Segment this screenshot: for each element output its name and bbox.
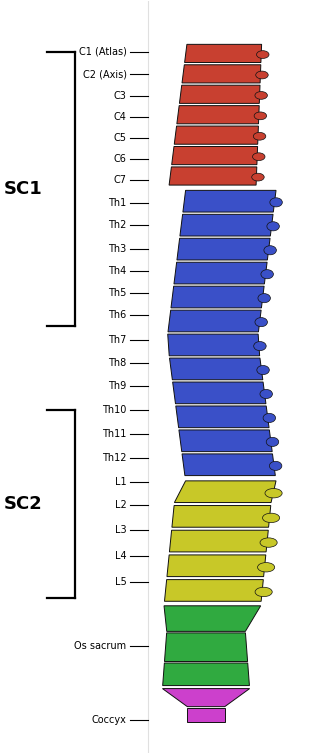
Text: SC2: SC2	[4, 495, 43, 513]
Text: Os sacrum: Os sacrum	[74, 642, 127, 651]
Polygon shape	[179, 430, 272, 452]
Ellipse shape	[263, 513, 280, 523]
Ellipse shape	[258, 293, 271, 302]
Ellipse shape	[253, 153, 265, 161]
Text: Th2: Th2	[108, 220, 127, 230]
Text: Th10: Th10	[102, 405, 127, 415]
Ellipse shape	[254, 112, 267, 120]
Ellipse shape	[260, 538, 277, 547]
Ellipse shape	[269, 461, 282, 470]
Text: Coccyx: Coccyx	[92, 716, 127, 725]
Text: L3: L3	[115, 525, 127, 535]
Text: C7: C7	[114, 175, 127, 185]
Text: Th5: Th5	[108, 288, 127, 298]
Polygon shape	[165, 580, 263, 601]
Text: Th11: Th11	[102, 429, 127, 439]
Polygon shape	[162, 688, 250, 706]
Ellipse shape	[264, 246, 276, 255]
Text: Th9: Th9	[108, 381, 127, 391]
Polygon shape	[169, 530, 268, 552]
Polygon shape	[174, 262, 267, 284]
Polygon shape	[180, 214, 273, 236]
Ellipse shape	[254, 342, 266, 351]
Text: C2 (Axis): C2 (Axis)	[83, 69, 127, 79]
Polygon shape	[172, 505, 271, 527]
Polygon shape	[182, 65, 261, 83]
Text: L5: L5	[115, 578, 127, 587]
Text: C3: C3	[114, 90, 127, 100]
Ellipse shape	[257, 562, 275, 572]
Ellipse shape	[253, 133, 266, 140]
Polygon shape	[177, 238, 270, 260]
Text: L2: L2	[115, 500, 127, 510]
Polygon shape	[168, 310, 261, 332]
Text: C4: C4	[114, 112, 127, 121]
Text: Th4: Th4	[108, 266, 127, 276]
Polygon shape	[183, 190, 276, 212]
Polygon shape	[169, 358, 263, 380]
Ellipse shape	[252, 173, 264, 181]
Ellipse shape	[256, 71, 268, 79]
Text: Th3: Th3	[108, 244, 127, 254]
Text: Th6: Th6	[108, 311, 127, 320]
Polygon shape	[165, 633, 248, 661]
Polygon shape	[174, 481, 276, 502]
Polygon shape	[182, 454, 275, 476]
Ellipse shape	[267, 222, 279, 231]
Polygon shape	[164, 605, 261, 631]
Ellipse shape	[257, 366, 269, 375]
Text: L4: L4	[115, 551, 127, 561]
Polygon shape	[172, 146, 258, 164]
Ellipse shape	[255, 91, 267, 100]
Text: C5: C5	[114, 133, 127, 143]
Text: C6: C6	[114, 154, 127, 164]
Polygon shape	[179, 85, 260, 103]
Ellipse shape	[270, 198, 282, 207]
Text: C1 (Atlas): C1 (Atlas)	[79, 47, 127, 57]
Ellipse shape	[263, 413, 276, 422]
Polygon shape	[168, 334, 260, 356]
Polygon shape	[173, 382, 266, 403]
Polygon shape	[167, 555, 266, 577]
Text: Th1: Th1	[108, 198, 127, 208]
Text: Th7: Th7	[108, 335, 127, 345]
Text: Th12: Th12	[102, 452, 127, 462]
Ellipse shape	[256, 51, 269, 59]
Text: Th8: Th8	[108, 357, 127, 368]
Ellipse shape	[261, 270, 273, 279]
Polygon shape	[169, 167, 257, 185]
Ellipse shape	[260, 390, 272, 399]
Polygon shape	[187, 708, 225, 722]
Text: SC1: SC1	[4, 180, 43, 198]
Ellipse shape	[266, 437, 279, 446]
Ellipse shape	[255, 317, 267, 326]
Ellipse shape	[265, 489, 282, 498]
Ellipse shape	[255, 587, 272, 596]
Polygon shape	[176, 406, 269, 428]
Polygon shape	[163, 663, 249, 685]
Polygon shape	[177, 106, 259, 124]
Polygon shape	[185, 44, 262, 63]
Polygon shape	[171, 287, 264, 308]
Polygon shape	[174, 126, 258, 144]
Text: L1: L1	[115, 477, 127, 486]
